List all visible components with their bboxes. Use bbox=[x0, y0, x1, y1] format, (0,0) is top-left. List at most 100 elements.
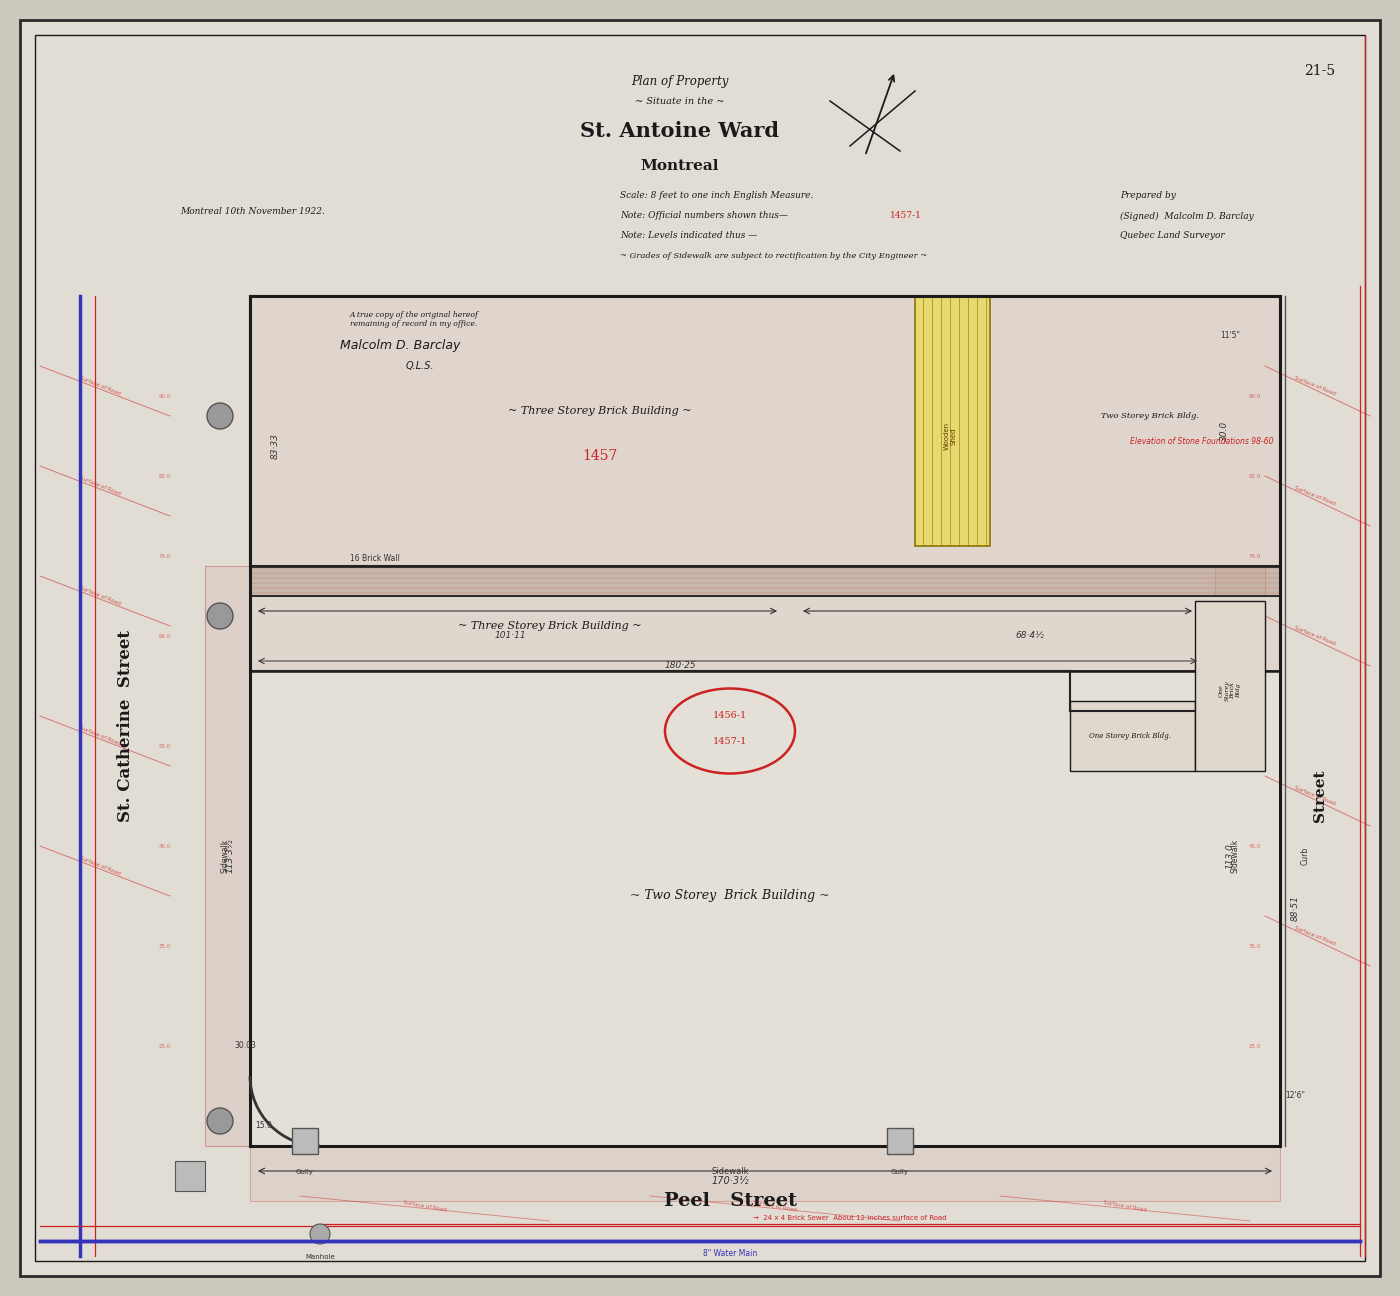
Text: 1457: 1457 bbox=[582, 448, 617, 463]
Text: 66.0: 66.0 bbox=[1249, 634, 1261, 639]
Text: Gully: Gully bbox=[295, 1169, 314, 1175]
Text: ~ Situate in the ~: ~ Situate in the ~ bbox=[636, 96, 725, 105]
Text: 82.0: 82.0 bbox=[158, 473, 171, 478]
Circle shape bbox=[207, 403, 232, 429]
Text: 66.0: 66.0 bbox=[158, 634, 171, 639]
Text: A true copy of the original hereof
remaining of record in my office.: A true copy of the original hereof remai… bbox=[350, 311, 479, 328]
Text: 35.0: 35.0 bbox=[158, 943, 171, 949]
Text: Elevation of Stone Foundations 98-60: Elevation of Stone Foundations 98-60 bbox=[1130, 437, 1274, 446]
Circle shape bbox=[207, 1108, 232, 1134]
Text: Montreal: Montreal bbox=[641, 159, 720, 172]
Bar bbox=[293, 1128, 318, 1153]
Text: Surface of Road: Surface of Road bbox=[1103, 1200, 1147, 1212]
Text: 35.0: 35.0 bbox=[1249, 943, 1261, 949]
Text: 74.0: 74.0 bbox=[1249, 553, 1261, 559]
Text: Surface of Road: Surface of Road bbox=[1294, 785, 1336, 806]
Text: ~ Grades of Sidewalk are subject to rectification by the City Engineer ~: ~ Grades of Sidewalk are subject to rect… bbox=[620, 251, 927, 260]
Text: 1457-1: 1457-1 bbox=[890, 211, 921, 220]
Text: Street: Street bbox=[1313, 770, 1327, 822]
Text: 55.0: 55.0 bbox=[1249, 744, 1261, 749]
Text: ~ Three Storey Brick Building ~: ~ Three Storey Brick Building ~ bbox=[508, 406, 692, 416]
Bar bbox=[1196, 601, 1266, 771]
Text: Q.L.S.: Q.L.S. bbox=[406, 362, 434, 371]
Text: 1456-1: 1456-1 bbox=[713, 712, 748, 721]
Text: 74.0: 74.0 bbox=[158, 553, 171, 559]
Bar bbox=[251, 295, 1280, 566]
Text: Surface of Road: Surface of Road bbox=[1294, 925, 1336, 946]
Text: Surface of Road: Surface of Road bbox=[78, 855, 122, 876]
Text: 45.0: 45.0 bbox=[1249, 844, 1261, 849]
Text: One Storey Brick Bldg.: One Storey Brick Bldg. bbox=[1089, 732, 1170, 740]
Text: Surface of Road: Surface of Road bbox=[753, 1200, 797, 1212]
Text: Surface of Road: Surface of Road bbox=[78, 586, 122, 607]
Text: 21-5: 21-5 bbox=[1305, 64, 1336, 78]
Text: Note: Levels indicated thus —: Note: Levels indicated thus — bbox=[620, 232, 757, 241]
Text: Prepared by: Prepared by bbox=[1120, 192, 1176, 201]
Text: 113·3½: 113·3½ bbox=[225, 839, 235, 874]
Bar bbox=[175, 1161, 204, 1191]
Bar bbox=[916, 295, 990, 546]
Text: Two Storey Brick Bldg.: Two Storey Brick Bldg. bbox=[1100, 412, 1198, 420]
Text: 180·25: 180·25 bbox=[664, 661, 696, 670]
Text: Curb: Curb bbox=[1301, 846, 1309, 866]
Text: 55.0: 55.0 bbox=[158, 744, 171, 749]
Text: Plan of Property: Plan of Property bbox=[631, 74, 728, 88]
Text: Sidewalk: Sidewalk bbox=[711, 1166, 749, 1175]
Text: 8" Water Main: 8" Water Main bbox=[703, 1248, 757, 1257]
Text: Surface of Road: Surface of Road bbox=[1294, 486, 1336, 507]
Circle shape bbox=[309, 1223, 330, 1244]
Bar bbox=[251, 1146, 1280, 1201]
Text: 90.0: 90.0 bbox=[158, 394, 171, 398]
Text: Montreal 10th November 1922.: Montreal 10th November 1922. bbox=[181, 206, 325, 215]
Text: Surface of Road: Surface of Road bbox=[1294, 626, 1336, 647]
Text: Gully: Gully bbox=[890, 1169, 909, 1175]
Text: ~ Two Storey  Brick Building ~: ~ Two Storey Brick Building ~ bbox=[630, 889, 830, 902]
Text: 68·4½: 68·4½ bbox=[1015, 631, 1044, 640]
Bar bbox=[1070, 701, 1196, 771]
Text: St. Antoine Ward: St. Antoine Ward bbox=[581, 121, 780, 141]
Text: Peel   Street: Peel Street bbox=[664, 1192, 797, 1210]
Text: Scale: 8 feet to one inch English Measure.: Scale: 8 feet to one inch English Measur… bbox=[620, 192, 813, 201]
Text: (Signed)  Malcolm D. Barclay: (Signed) Malcolm D. Barclay bbox=[1120, 211, 1254, 220]
Text: Surface of Road: Surface of Road bbox=[78, 376, 122, 397]
Text: 30.03: 30.03 bbox=[234, 1042, 256, 1051]
Text: 15.0: 15.0 bbox=[255, 1121, 272, 1130]
Text: Malcolm D. Barclay: Malcolm D. Barclay bbox=[340, 340, 461, 353]
Text: 30.0: 30.0 bbox=[1219, 421, 1229, 441]
Text: 25.0: 25.0 bbox=[158, 1043, 171, 1048]
Text: 83·33: 83·33 bbox=[270, 433, 280, 459]
Text: Surface of Road: Surface of Road bbox=[1294, 376, 1336, 397]
Text: 170·3½: 170·3½ bbox=[711, 1175, 749, 1186]
Text: →  24 x 4 Brick Sewer  About 12 inches surface of Road: → 24 x 4 Brick Sewer About 12 inches sur… bbox=[753, 1216, 946, 1221]
Bar bbox=[251, 671, 1280, 1146]
Text: 101·11: 101·11 bbox=[494, 631, 526, 640]
Text: Sidewalk: Sidewalk bbox=[1231, 839, 1239, 874]
Text: Wooden
Shed: Wooden Shed bbox=[944, 422, 956, 450]
Bar bbox=[1215, 566, 1266, 1146]
Text: 16 Brick Wall: 16 Brick Wall bbox=[350, 553, 400, 562]
Text: Surface of Road: Surface of Road bbox=[78, 476, 122, 496]
Text: 1457-1: 1457-1 bbox=[713, 736, 748, 745]
Bar bbox=[251, 596, 1280, 671]
Text: Note: Official numbers shown thus—: Note: Official numbers shown thus— bbox=[620, 211, 788, 220]
Text: 113.0: 113.0 bbox=[1225, 844, 1235, 868]
Text: ~ Three Storey Brick Building ~: ~ Three Storey Brick Building ~ bbox=[458, 621, 641, 631]
Text: St. Catherine  Street: St. Catherine Street bbox=[116, 630, 133, 822]
Bar bbox=[251, 295, 1280, 1146]
Bar bbox=[204, 566, 251, 1146]
Text: One
Storey
Brick
Bldg: One Storey Brick Bldg bbox=[1219, 680, 1242, 701]
Text: Sidewalk: Sidewalk bbox=[221, 839, 230, 874]
Text: 88·51: 88·51 bbox=[1291, 896, 1299, 921]
Bar bbox=[251, 596, 1280, 671]
Text: Surface of Road: Surface of Road bbox=[403, 1200, 447, 1212]
Text: 25.0: 25.0 bbox=[1249, 1043, 1261, 1048]
Text: Surface of Road: Surface of Road bbox=[78, 726, 122, 746]
Text: Manhole: Manhole bbox=[305, 1255, 335, 1260]
Text: Quebec Land Surveyor: Quebec Land Surveyor bbox=[1120, 232, 1225, 241]
Circle shape bbox=[207, 603, 232, 629]
Bar bbox=[888, 1128, 913, 1153]
Bar bbox=[251, 566, 1280, 596]
Text: 82.0: 82.0 bbox=[1249, 473, 1261, 478]
Text: 45.0: 45.0 bbox=[158, 844, 171, 849]
Text: 90.0: 90.0 bbox=[1249, 394, 1261, 398]
